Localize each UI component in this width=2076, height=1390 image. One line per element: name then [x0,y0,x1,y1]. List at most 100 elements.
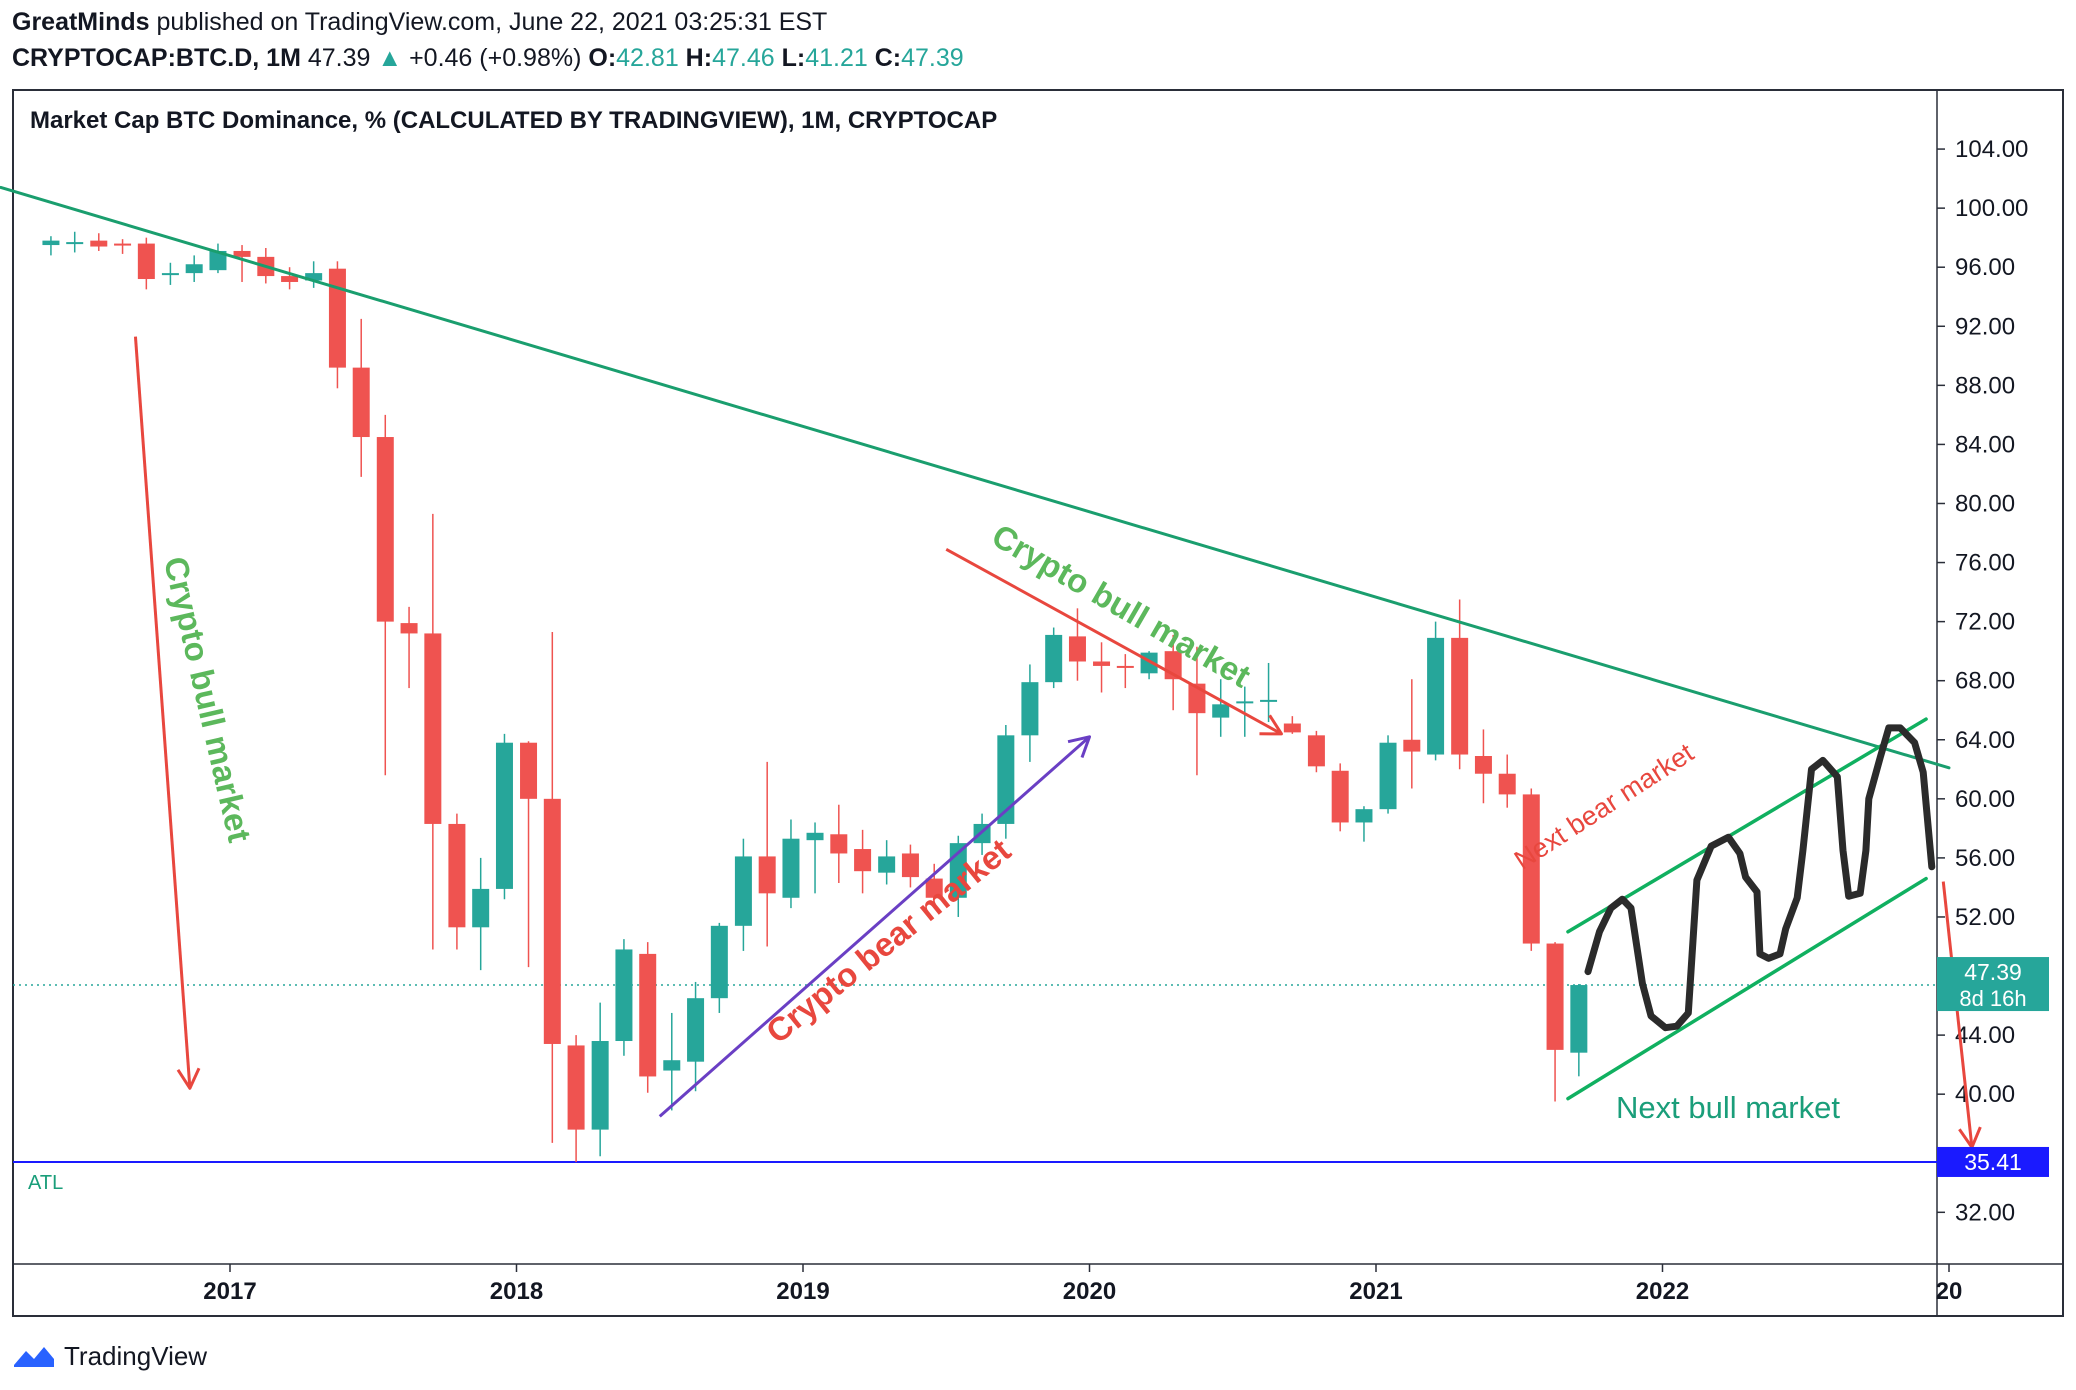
candle-body[interactable] [1068,636,1086,662]
candle-body[interactable] [591,1041,609,1130]
x-tick-label: 2022 [1636,1278,1689,1305]
candle-body[interactable] [830,834,848,854]
candle-body[interactable] [687,998,705,1062]
candle-body[interactable] [90,240,108,247]
publisher-name[interactable]: GreatMinds [12,8,150,36]
candle-body[interactable] [543,798,561,1044]
candle-body[interactable] [448,823,466,928]
tradingview-logo-icon [14,1347,54,1367]
candle-body[interactable] [997,735,1015,824]
candle-body[interactable] [1045,634,1063,683]
candle-body[interactable] [734,856,752,926]
x-tick-label: 2019 [776,1278,829,1305]
candle-body[interactable] [878,856,896,873]
channel-lower-line[interactable] [1566,876,1928,1101]
candle-body[interactable] [209,250,227,271]
y-tick-label: 76.00 [1955,550,2015,577]
candle-body[interactable] [1021,682,1039,736]
chart-frame [12,89,2064,1317]
y-tick-label: 44.00 [1955,1022,2015,1049]
low-value: 41.21 [805,44,868,72]
close-label: C: [874,44,902,72]
candle-body[interactable] [1379,742,1397,810]
high-label: H: [685,44,713,72]
chart-title: Market Cap BTC Dominance, % (CALCULATED … [30,107,997,134]
arrow-purple-shaft [658,735,1091,1118]
candle-body[interactable] [400,623,418,634]
arrow-purple[interactable] [658,735,1091,1118]
candle-body[interactable] [639,953,657,1077]
arrow-red-mid-head [1259,714,1283,736]
candle-body[interactable] [901,853,919,878]
arrow-red-left-head [176,1067,201,1090]
candle-body[interactable] [1570,985,1588,1053]
candle-body[interactable] [472,888,490,928]
candle-body[interactable] [854,849,872,872]
candle-body[interactable] [305,273,323,281]
candle-body[interactable] [233,250,251,257]
candle-body[interactable] [615,949,633,1042]
arrow-red-mid-shaft [945,547,1283,736]
candle-body[interactable] [424,633,442,824]
candle-body[interactable] [1260,699,1278,702]
atl-text: ATL [28,1172,63,1194]
candle-body[interactable] [1403,739,1421,752]
arrow-purple-head [1067,735,1091,759]
candle-body[interactable] [1307,735,1325,767]
candle-body[interactable] [352,367,370,438]
candle-body[interactable] [42,240,60,246]
y-tick-label: 84.00 [1955,431,2015,458]
candle-body[interactable] [710,925,728,999]
y-tick-label: 56.00 [1955,845,2015,872]
candle-body[interactable] [1093,661,1111,666]
atl-price-badge [1937,1146,2049,1177]
footer-brand[interactable]: TradingView [12,1336,207,1376]
candle-body[interactable] [1116,665,1134,668]
candle-body[interactable] [114,243,132,246]
candle-body[interactable] [1283,723,1301,733]
candle-body[interactable] [782,838,800,898]
high-value: 47.46 [712,44,775,72]
y-tick-label: 72.00 [1955,609,2015,636]
arrow-red-mid[interactable] [945,547,1283,736]
candle-body[interactable] [758,856,776,894]
candle-body[interactable] [328,268,346,368]
candle-body[interactable] [185,264,203,274]
candle-body[interactable] [1451,637,1469,755]
candle-body[interactable] [567,1045,585,1130]
y-tick-label: 88.00 [1955,372,2015,399]
candle-body[interactable] [806,832,824,841]
brand-name: TradingView [64,1340,208,1371]
trendline[interactable] [0,185,1951,770]
candle-body[interactable] [1212,704,1230,718]
annotation-next-bull: Next bull market [1616,1090,1840,1125]
candle-body[interactable] [281,276,299,282]
candle-body[interactable] [1474,756,1492,774]
published-text: published on TradingView.com, June 22, 2… [149,8,828,36]
x-tick-label: 20 [1936,1278,1963,1305]
forecast-path[interactable] [1584,724,1936,1032]
candle-body[interactable] [66,242,84,245]
candle-body[interactable] [1498,773,1516,795]
channel-upper-line[interactable] [1566,717,1928,934]
candle-body[interactable] [1522,794,1540,944]
candle-body[interactable] [137,243,155,280]
candle-body[interactable] [1546,943,1564,1050]
symbol-name[interactable]: CRYPTOCAP:BTC.D, 1M [12,44,301,72]
change-value: +0.46 (+0.98%) [409,44,582,72]
y-tick-label: 68.00 [1955,668,2015,695]
countdown-label: 8d 16h [1959,986,2026,1011]
candle-body[interactable] [161,273,179,276]
candle-body[interactable] [520,742,538,799]
candle-body[interactable] [1427,637,1445,755]
candle-body[interactable] [495,742,513,889]
candle-body[interactable] [1331,770,1349,823]
y-tick-label: 32.00 [1955,1199,2015,1226]
candle-body[interactable] [925,878,943,898]
candle-body[interactable] [1355,809,1373,823]
candle-body[interactable] [663,1060,681,1071]
candle-body[interactable] [1236,701,1254,704]
arrow-red-left[interactable] [133,336,201,1090]
candle-body[interactable] [376,437,394,622]
